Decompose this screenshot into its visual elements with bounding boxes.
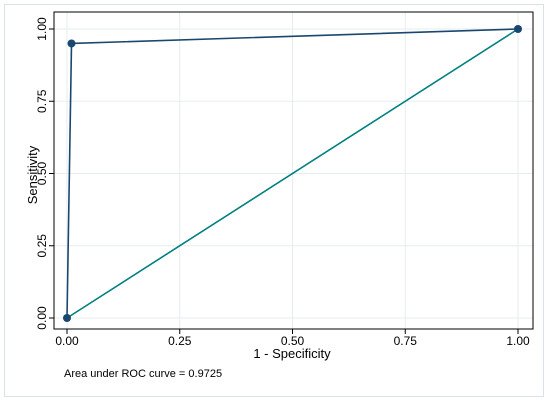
x-tick-label-2: 0.50 [281, 334, 305, 348]
x-tick-label-3: 0.75 [394, 334, 418, 348]
x-tick-label-4: 1.00 [506, 334, 530, 348]
y-tick-label-1: 0.25 [35, 234, 49, 258]
y-tick-label-4: 1.00 [35, 17, 49, 41]
roc-point-1 [67, 39, 76, 48]
auc-annotation: Area under ROC curve = 0.9725 [64, 368, 222, 380]
reference-diagonal-line [66, 28, 519, 319]
y-tick-label-0: 0.00 [35, 306, 49, 330]
roc-point-2 [514, 25, 522, 33]
x-tick-label-0: 0.00 [55, 334, 79, 348]
grid-layer [54, 12, 533, 329]
y-axis-label: Sensitivity [25, 145, 40, 204]
y-tick-label-3: 0.75 [35, 89, 49, 113]
x-tick-label-1: 0.25 [168, 334, 192, 348]
plot-area [53, 11, 534, 330]
tick-layer: 0.00 0.25 0.50 0.75 1.00 0.00 0.25 0.50 0.75 1.00 [35, 17, 530, 348]
roc-point-0 [63, 314, 71, 322]
x-axis-label: 1 - Specificity [253, 346, 331, 361]
series-layer [63, 25, 522, 322]
y-tick-label-2: 0.50 [35, 161, 49, 185]
